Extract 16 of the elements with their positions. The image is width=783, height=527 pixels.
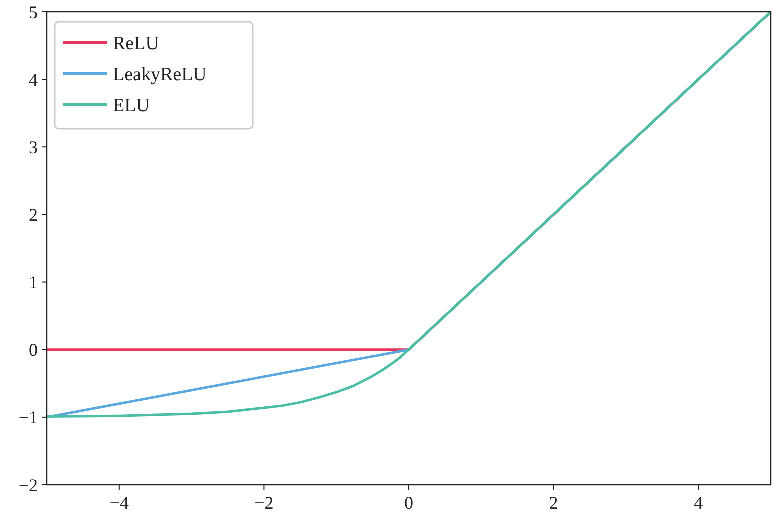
y-tick-label: −2 xyxy=(18,475,38,496)
x-tick-label: 4 xyxy=(694,493,704,513)
y-tick-label: 2 xyxy=(29,205,38,226)
legend-label: LeakyReLU xyxy=(113,64,208,86)
y-tick-label: 5 xyxy=(29,2,38,22)
x-tick-label: −2 xyxy=(254,493,274,513)
y-tick-label: 1 xyxy=(29,272,38,293)
legend-label: ELU xyxy=(113,96,150,117)
x-tick-label: 2 xyxy=(549,493,558,513)
x-tick-label: 0 xyxy=(404,493,414,513)
x-tick-label: −4 xyxy=(110,493,129,513)
legend-label: ReLU xyxy=(113,34,160,55)
y-tick-label: −1 xyxy=(18,408,38,428)
y-tick-label: 0 xyxy=(29,340,38,360)
y-tick-label: 4 xyxy=(29,70,38,90)
y-tick-label: 3 xyxy=(29,137,38,158)
